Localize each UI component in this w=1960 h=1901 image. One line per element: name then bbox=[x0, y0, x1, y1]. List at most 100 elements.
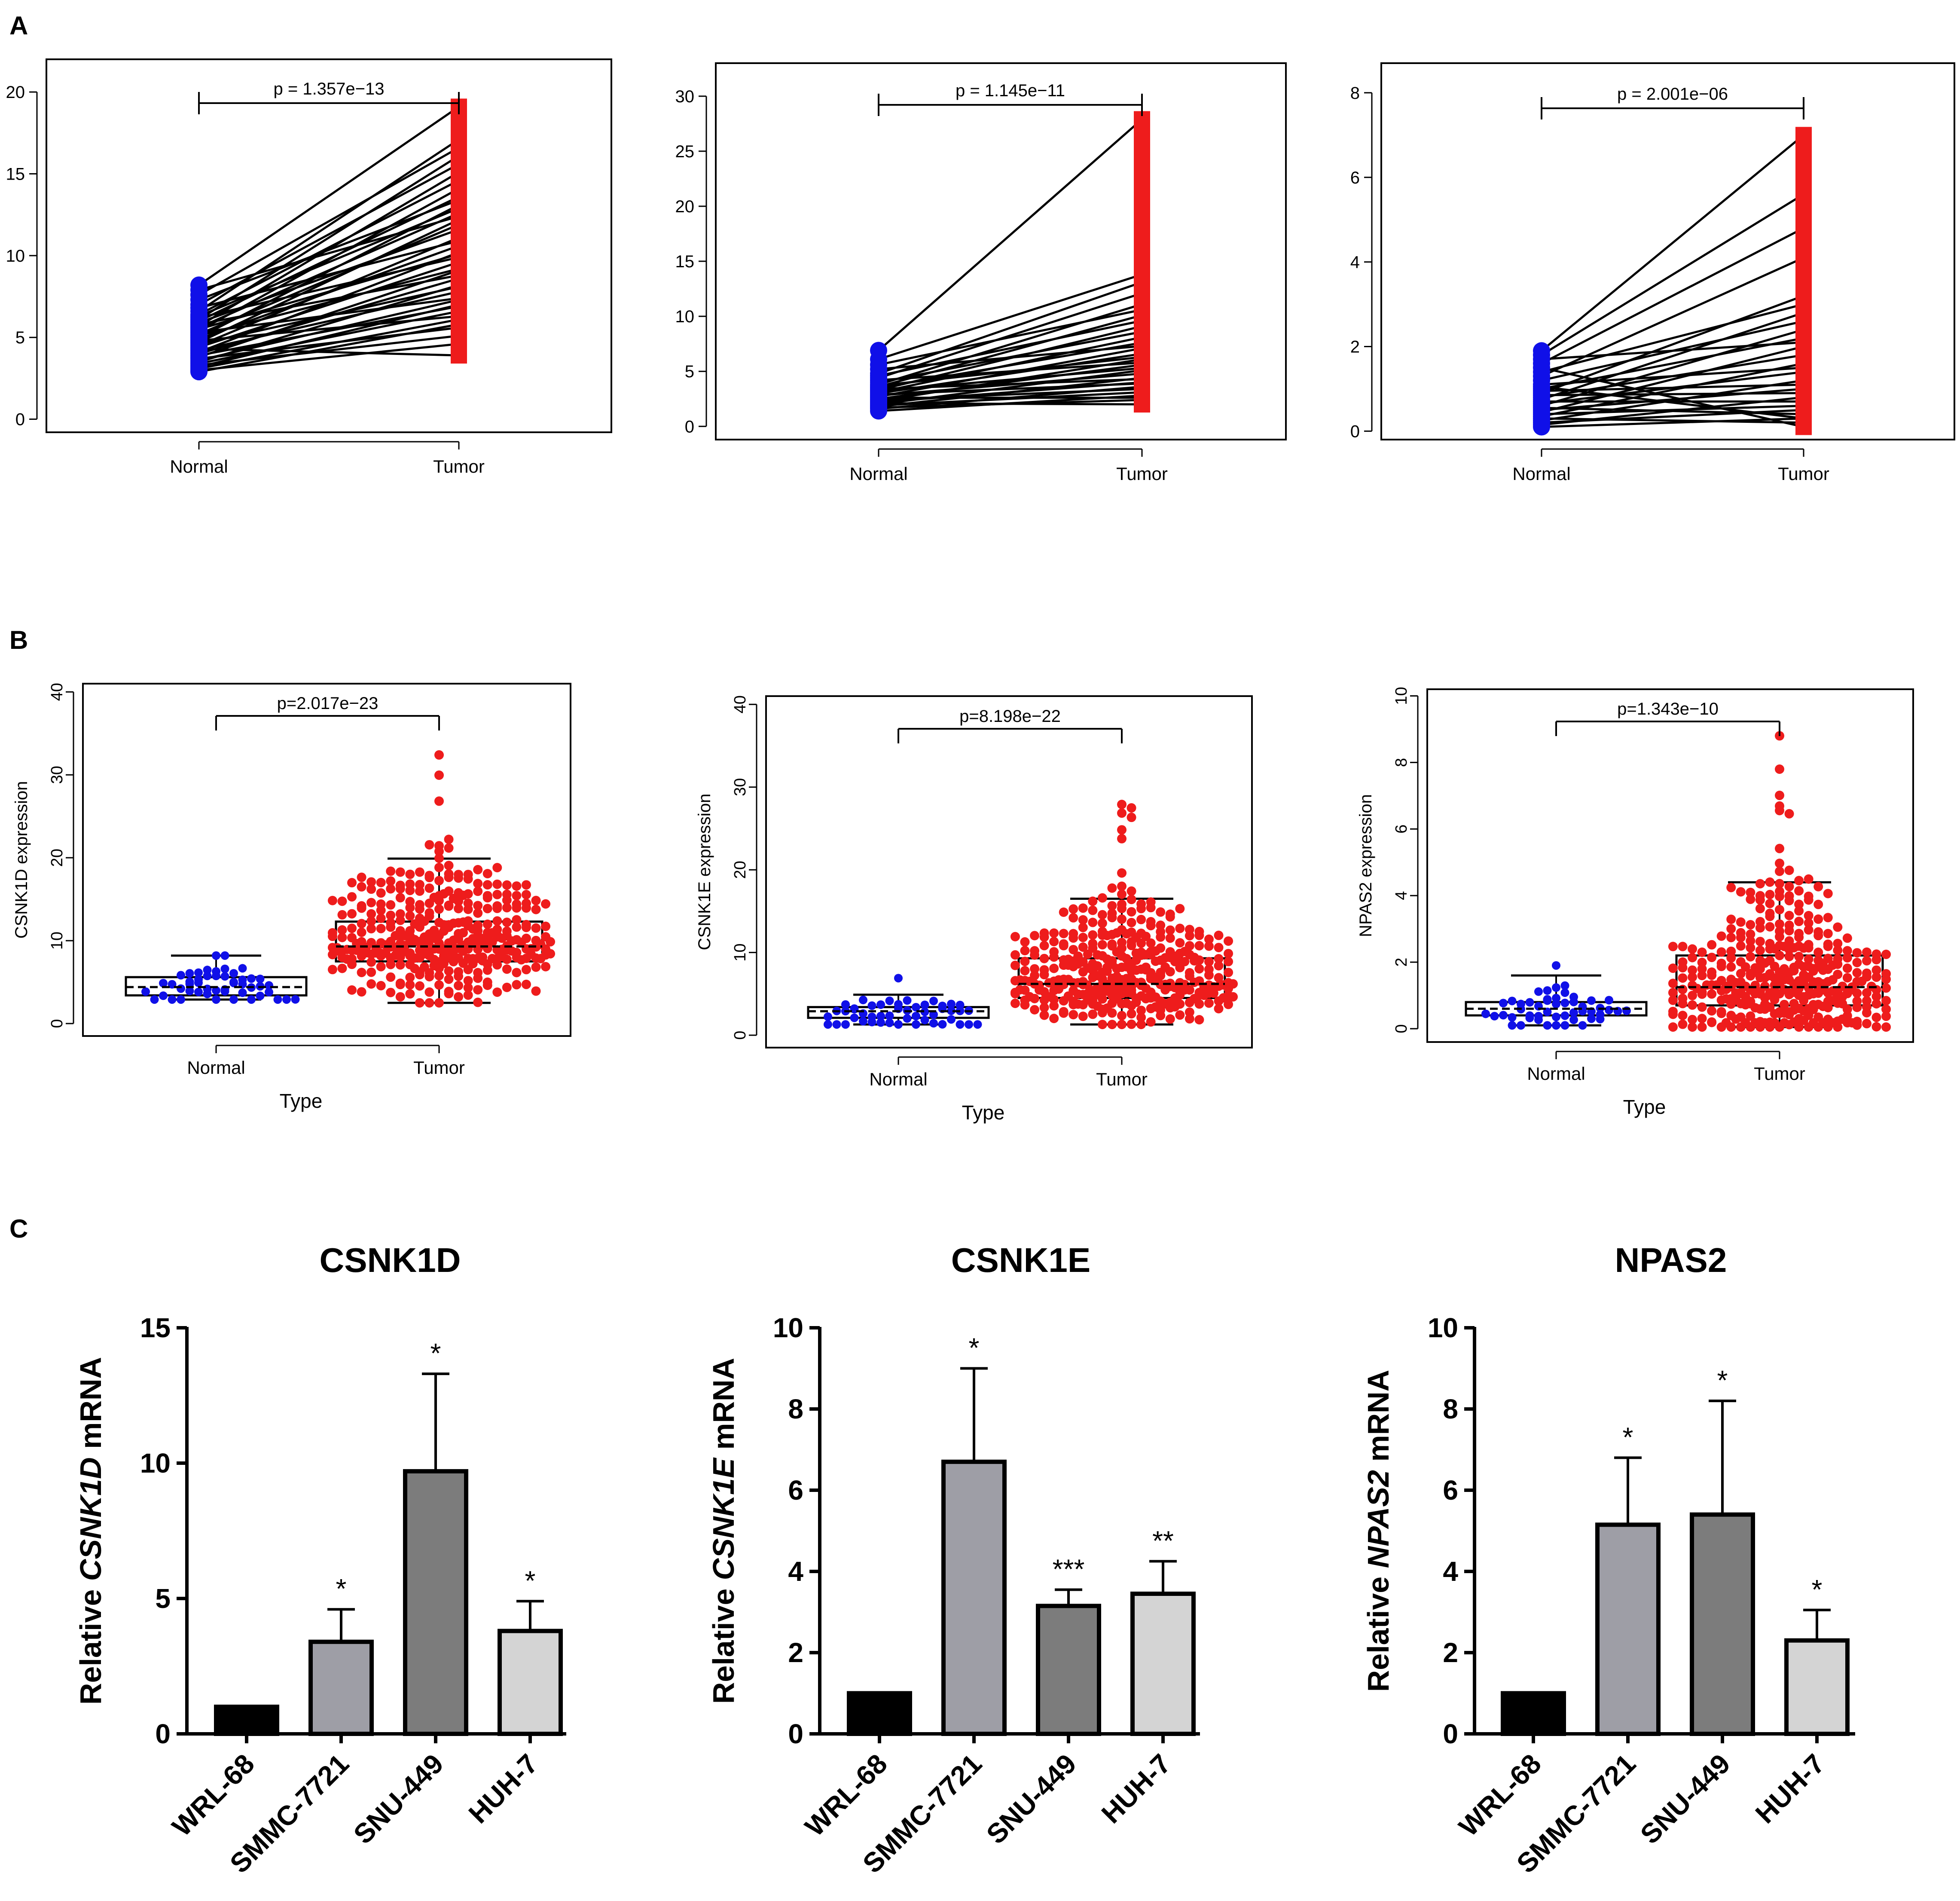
pair-line bbox=[878, 273, 1142, 361]
swarm-point bbox=[1102, 966, 1112, 976]
swarm-point bbox=[1131, 955, 1141, 965]
tumor-point bbox=[1795, 220, 1812, 236]
swarm-point bbox=[1808, 966, 1818, 976]
swarm-point bbox=[220, 951, 229, 960]
swarm-point bbox=[1833, 922, 1843, 932]
swarm-point bbox=[1117, 975, 1127, 985]
swarm-point bbox=[1871, 1012, 1881, 1022]
pair-line bbox=[198, 179, 460, 316]
swarm-point bbox=[386, 900, 396, 910]
swarm-point bbox=[1093, 1001, 1102, 1011]
swarm-point bbox=[1194, 930, 1204, 940]
swarm-point bbox=[1214, 930, 1224, 940]
swarm-point bbox=[1847, 1018, 1857, 1028]
swarm-point bbox=[1881, 949, 1891, 959]
swarm-point bbox=[521, 880, 531, 890]
swarm-point bbox=[1828, 996, 1838, 1006]
swarm-point bbox=[502, 880, 512, 890]
tumor-point bbox=[1134, 338, 1150, 355]
swarm-point bbox=[159, 991, 168, 1000]
swarm-point bbox=[1697, 1014, 1707, 1024]
swarm-point bbox=[395, 884, 405, 894]
swarm-point bbox=[1799, 1015, 1809, 1025]
swarm-point bbox=[973, 1020, 982, 1029]
pair-line bbox=[1541, 337, 1804, 390]
swarm-point bbox=[1194, 941, 1204, 950]
bar-huh-7 bbox=[1784, 1638, 1850, 1736]
swarm-point bbox=[1871, 965, 1881, 975]
y-axis-title: CSNK1D expression bbox=[12, 781, 31, 939]
significance-marker: * bbox=[430, 1338, 441, 1369]
pair-line bbox=[198, 342, 459, 371]
swarm-point bbox=[947, 999, 956, 1009]
swarm-point bbox=[1204, 941, 1214, 951]
swarm-point bbox=[1141, 932, 1151, 941]
swarm-point bbox=[516, 938, 526, 947]
bar-huh-7 bbox=[1130, 1591, 1196, 1736]
swarm-point bbox=[492, 932, 502, 942]
swarm-point bbox=[220, 987, 229, 996]
swarm-point bbox=[395, 893, 405, 903]
swarm-point bbox=[434, 862, 444, 872]
pair-line bbox=[198, 274, 459, 326]
swarm-point bbox=[1678, 963, 1688, 973]
y-tick-label: 20 bbox=[48, 849, 66, 867]
y-tick-label: 0 bbox=[15, 410, 25, 429]
y-tick-label: 6 bbox=[1392, 825, 1410, 834]
y-tick-label: 0 bbox=[685, 417, 694, 436]
swarm-point bbox=[1097, 893, 1107, 903]
swarm-point bbox=[1780, 941, 1789, 951]
swarm-point bbox=[376, 905, 386, 915]
swarm-point bbox=[386, 987, 396, 997]
swarm-point bbox=[194, 968, 203, 977]
swarm-point bbox=[1707, 940, 1717, 950]
swarm-point bbox=[1804, 925, 1813, 935]
swarm-point bbox=[502, 964, 512, 974]
x-tick-label-normal: Normal bbox=[1512, 464, 1570, 484]
swarm-point bbox=[256, 991, 265, 1000]
swarm-point bbox=[1063, 960, 1073, 970]
swarm-point bbox=[1688, 944, 1697, 954]
x-tick-label-tumor: Tumor bbox=[1754, 1064, 1805, 1084]
swarm-point bbox=[492, 879, 502, 889]
swarm-point bbox=[444, 834, 454, 844]
swarm-point bbox=[1560, 999, 1569, 1008]
swarm-point bbox=[1881, 1012, 1891, 1021]
swarm-point bbox=[1117, 914, 1127, 924]
swarm-point bbox=[1828, 1018, 1838, 1028]
swarm-point bbox=[1794, 876, 1804, 886]
pair-line bbox=[878, 303, 1142, 386]
swarm-point bbox=[1818, 965, 1828, 975]
swarm-point bbox=[1569, 1015, 1578, 1024]
swarm-point bbox=[415, 981, 424, 991]
swarm-point bbox=[1049, 1014, 1059, 1024]
swarm-point bbox=[454, 972, 464, 981]
swarm-point bbox=[1775, 950, 1784, 960]
x-tick-label-tumor: Tumor bbox=[413, 1057, 465, 1078]
swarm-point bbox=[337, 932, 347, 942]
swarm-point bbox=[405, 972, 415, 982]
swarm-point bbox=[376, 981, 386, 990]
swarm-point bbox=[1543, 986, 1552, 995]
swarm-point bbox=[1151, 1002, 1160, 1012]
pair-line bbox=[878, 118, 1143, 351]
swarm-point bbox=[521, 890, 531, 900]
swarm-point bbox=[357, 927, 366, 937]
swarm-point bbox=[1112, 994, 1122, 1004]
swarm-point bbox=[1731, 1014, 1741, 1024]
swarm-point bbox=[482, 904, 492, 914]
swarm-point bbox=[468, 924, 478, 934]
tumor-point bbox=[451, 139, 467, 156]
swarm-point bbox=[1127, 895, 1136, 905]
x-axis-title: Type bbox=[962, 1101, 1005, 1124]
swarm-point bbox=[429, 961, 439, 971]
swarm-point bbox=[1127, 813, 1136, 822]
pair-line bbox=[1541, 312, 1804, 400]
p-value-label: p=1.343e−10 bbox=[1617, 700, 1719, 718]
swarm-point bbox=[482, 869, 492, 879]
swarm-point bbox=[1088, 905, 1098, 915]
swarm-point bbox=[1702, 980, 1712, 990]
pair-line bbox=[878, 347, 1142, 398]
swarm-point bbox=[1755, 904, 1765, 914]
swarm-point bbox=[1059, 929, 1069, 938]
